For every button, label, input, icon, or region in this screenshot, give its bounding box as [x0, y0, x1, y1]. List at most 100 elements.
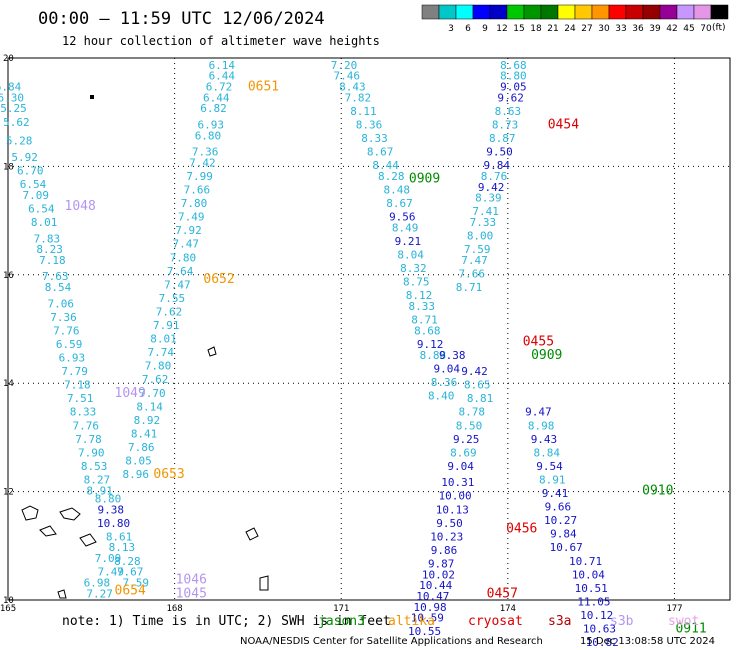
- x-tick-label: 171: [333, 604, 349, 614]
- wave-height-label: 7.90: [78, 446, 105, 459]
- wave-height-label: 9.12: [417, 338, 444, 351]
- wave-height-label: 7.99: [186, 170, 213, 183]
- chart-subtitle: 12 hour collection of altimeter wave hei…: [62, 34, 380, 48]
- wave-height-label: 9.47: [525, 406, 552, 419]
- wave-height-label: 6.14: [209, 59, 236, 72]
- x-tick-label: 177: [666, 604, 682, 614]
- pass-time-label: 0653: [153, 467, 184, 482]
- wave-height-label: 7.59: [122, 576, 149, 589]
- wave-height-label: 8.27: [84, 473, 111, 486]
- wave-height-label: 8.68: [500, 59, 527, 72]
- wave-height-label: 7.36: [50, 311, 77, 324]
- wave-height-label: 7.74: [147, 346, 174, 359]
- sat-s3b: s3b: [610, 614, 634, 629]
- wave-height-label: 7.78: [75, 433, 102, 446]
- legend-swatch: [608, 4, 627, 20]
- legend-swatch: [438, 4, 457, 20]
- wave-height-label: 9.86: [431, 544, 458, 557]
- wave-height-label: 6.82: [200, 102, 227, 115]
- wave-height-label: 7.62: [142, 373, 169, 386]
- wave-height-label: 8.63: [495, 105, 522, 118]
- wave-height-label: 7.79: [61, 365, 88, 378]
- wave-height-label: 7.66: [184, 184, 211, 197]
- wave-height-label: 8.28: [114, 555, 141, 568]
- wave-height-label: 9.50: [436, 517, 463, 530]
- legend-swatch: [421, 4, 440, 20]
- wave-height-label: 6.59: [56, 338, 83, 351]
- wave-height-label: 7.42: [189, 156, 216, 169]
- wave-height-label: 6.84: [0, 81, 22, 94]
- wave-height-label: 9.56: [389, 211, 416, 224]
- wave-height-label: 8.80: [95, 492, 122, 505]
- wave-height-label: 7.41: [472, 205, 499, 218]
- wave-height-label: 9.42: [461, 365, 488, 378]
- wave-height-label: 8.61: [106, 530, 133, 543]
- legend-swatch: [540, 4, 559, 20]
- wave-height-label: 8.32: [400, 262, 427, 275]
- legend-tick-label: 33: [615, 24, 626, 34]
- wave-height-label: 9.84: [483, 159, 510, 172]
- legend-swatch: [710, 4, 729, 20]
- sat-swot: swot: [668, 614, 699, 629]
- legend-tick-label: 3: [448, 24, 454, 34]
- pass-time-label: 0454: [548, 117, 579, 132]
- wave-height-label: 9.04: [447, 460, 474, 473]
- wave-height-label: 8.28: [378, 170, 405, 183]
- wave-height-label: 8.81: [467, 392, 494, 405]
- wave-height-label: 8.33: [409, 300, 436, 313]
- wave-height-label: 8.91: [539, 473, 566, 486]
- wave-height-label: 8.48: [384, 184, 411, 197]
- wave-height-label: 10.59: [411, 612, 444, 625]
- wave-height-label: 8.50: [456, 419, 483, 432]
- wave-height-label: 9.04: [434, 362, 461, 375]
- wave-height-label: 10.55: [408, 625, 441, 638]
- pass-time-label: 1049: [115, 386, 146, 401]
- wave-height-label: 8.00: [467, 230, 494, 243]
- wave-height-label: 10.80: [97, 517, 130, 530]
- wave-height-label: 9.41: [542, 487, 569, 500]
- plot-area: 6.846.305.255.625.285.926.706.547.096.54…: [0, 54, 731, 650]
- y-tick-label: 10: [3, 596, 14, 606]
- wave-height-label: 8.44: [372, 159, 399, 172]
- pass-time-label: 0651: [248, 80, 279, 95]
- wave-height-label: 8.88: [420, 349, 447, 362]
- footer-note: note: 1) Time is in UTC; 2) SWH is in fe…: [62, 614, 715, 647]
- legend-tick-label: 45: [683, 24, 694, 34]
- wave-height-label: 7.63: [42, 270, 69, 283]
- wave-height-label: 8.01: [150, 333, 177, 346]
- legend-tick-label: 15: [513, 24, 524, 34]
- wave-height-label: 7.06: [48, 297, 75, 310]
- wave-height-label: 10.82: [586, 636, 619, 649]
- legend-swatch: [676, 4, 695, 20]
- wave-height-label: 8.96: [122, 468, 149, 481]
- wave-height-label: 8.33: [361, 132, 388, 145]
- wave-height-label: 7.80: [181, 197, 208, 210]
- wave-height-label: 5.28: [6, 135, 33, 148]
- wave-height-label: 8.53: [81, 460, 108, 473]
- wave-height-label: 7.55: [159, 292, 186, 305]
- color-scale-legend: 3 6 9 12 15 18 21 24 27 30 33 36 39 42 45 70: [421, 4, 729, 34]
- wave-height-label: 8.69: [450, 446, 477, 459]
- wave-height-label: 7.27: [86, 587, 113, 600]
- legend-swatch: [659, 4, 678, 20]
- wave-height-label: 8.49: [392, 221, 419, 234]
- pass-time-label: 0910: [642, 483, 673, 498]
- wave-height-label: 7.09: [23, 189, 50, 202]
- grid-lines: [7, 57, 730, 601]
- wave-height-label: 8.98: [528, 419, 555, 432]
- legend-unit: (ft): [712, 23, 726, 33]
- wave-height-label: 8.39: [475, 192, 502, 205]
- wave-height-label: 6.70: [17, 165, 44, 178]
- wave-height-label: 9.38: [439, 349, 466, 362]
- pass-time-label: 0457: [487, 586, 518, 601]
- legend-tick-label: 12: [496, 24, 507, 34]
- sat-jason3: jason3: [318, 614, 365, 629]
- wave-height-label: 7.20: [331, 59, 358, 72]
- x-tick-label: 174: [500, 604, 516, 614]
- wave-height-label: 8.43: [339, 81, 366, 94]
- wave-height-label: 7.59: [464, 243, 491, 256]
- wave-height-label: 8.84: [533, 446, 560, 459]
- chart-title: 00:00 – 11:59 UTC 12/06/2024: [38, 9, 325, 29]
- legend-swatch: [642, 4, 661, 20]
- y-tick-label: 20: [3, 54, 14, 64]
